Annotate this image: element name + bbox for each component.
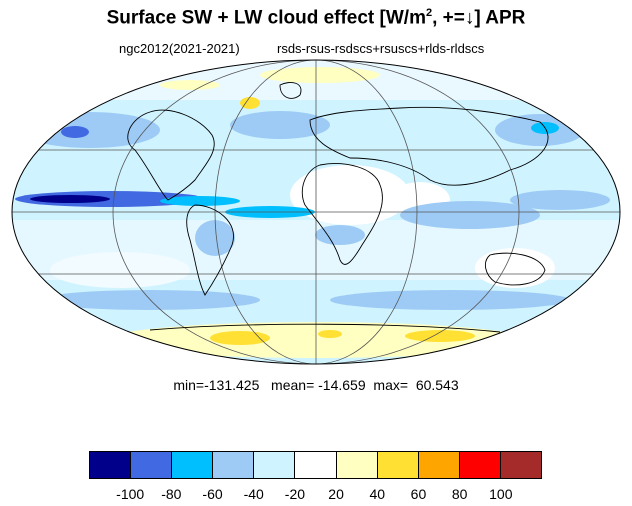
patch-so-2: [330, 290, 570, 310]
colorbar-segment-6: [336, 452, 378, 478]
stats-line: min=-131.425 mean= -14.659 max= 60.543: [173, 377, 459, 393]
colorbar-segment-0: [90, 452, 132, 478]
colorbar-segment-7: [377, 452, 419, 478]
colorbar-segment-10: [500, 452, 542, 478]
map-boundary: [11, 59, 621, 365]
colorbar-tick-label: -100: [116, 486, 145, 502]
patch-sahara: [290, 165, 410, 225]
colorbar-segment-9: [459, 452, 501, 478]
colorbar-tick-label: -40: [243, 486, 264, 502]
colorbar-tick-label: 40: [369, 486, 386, 502]
patch-antarctica-4: [318, 330, 342, 338]
colorbar-tick-label: -60: [202, 486, 223, 502]
colorbar-tick-label: 80: [451, 486, 468, 502]
field-patches: [12, 60, 620, 364]
graticule: [12, 60, 620, 364]
patch-natl: [230, 111, 330, 139]
patch-arctic-1: [240, 97, 260, 109]
chart-title: Surface SW + LW cloud effect [W/m2, +=↓]…: [106, 7, 526, 29]
formula-label: rsds-rsus-rsdscs+rsuscs+rlds-rldscs: [277, 41, 485, 56]
colorbar-segment-4: [254, 452, 296, 478]
patch-amazon: [195, 220, 235, 256]
dataset-label: ngc2012(2021-2021): [119, 41, 240, 56]
colorbar-tick-label: 100: [489, 486, 513, 502]
patch-antarctica-3: [405, 330, 475, 342]
stat-max: 60.543: [415, 377, 459, 393]
colorbar-tick-label: -20: [284, 486, 306, 502]
colorbar-segment-1: [131, 452, 173, 478]
colorbar: [89, 451, 542, 479]
patch-australia: [475, 248, 555, 288]
patch-itcz-pac-2: [30, 195, 110, 203]
patch-wpac: [400, 201, 540, 229]
colorbar-segment-3: [213, 452, 255, 478]
patch-natl-strong: [61, 126, 89, 138]
stat-mean: -14.659: [318, 377, 366, 393]
stat-min: -131.425: [204, 377, 260, 393]
patch-congo: [315, 225, 365, 245]
patch-arctic-3: [160, 80, 220, 90]
patch-wpac-2: [510, 190, 610, 210]
colorbar-tick-label: -80: [161, 486, 182, 502]
patch-southpac: [50, 252, 190, 288]
colorbar-tick-label: 60: [410, 486, 427, 502]
patch-itcz-pac-3: [160, 196, 240, 206]
colorbar-tick-label: 20: [328, 486, 344, 502]
patch-arctic-2: [260, 67, 380, 83]
colorbar-segment-8: [418, 452, 460, 478]
colorbar-segment-2: [172, 452, 214, 478]
patch-antarctica-2: [210, 331, 270, 345]
colorbar-segment-5: [295, 452, 337, 478]
coastlines: [127, 82, 549, 333]
